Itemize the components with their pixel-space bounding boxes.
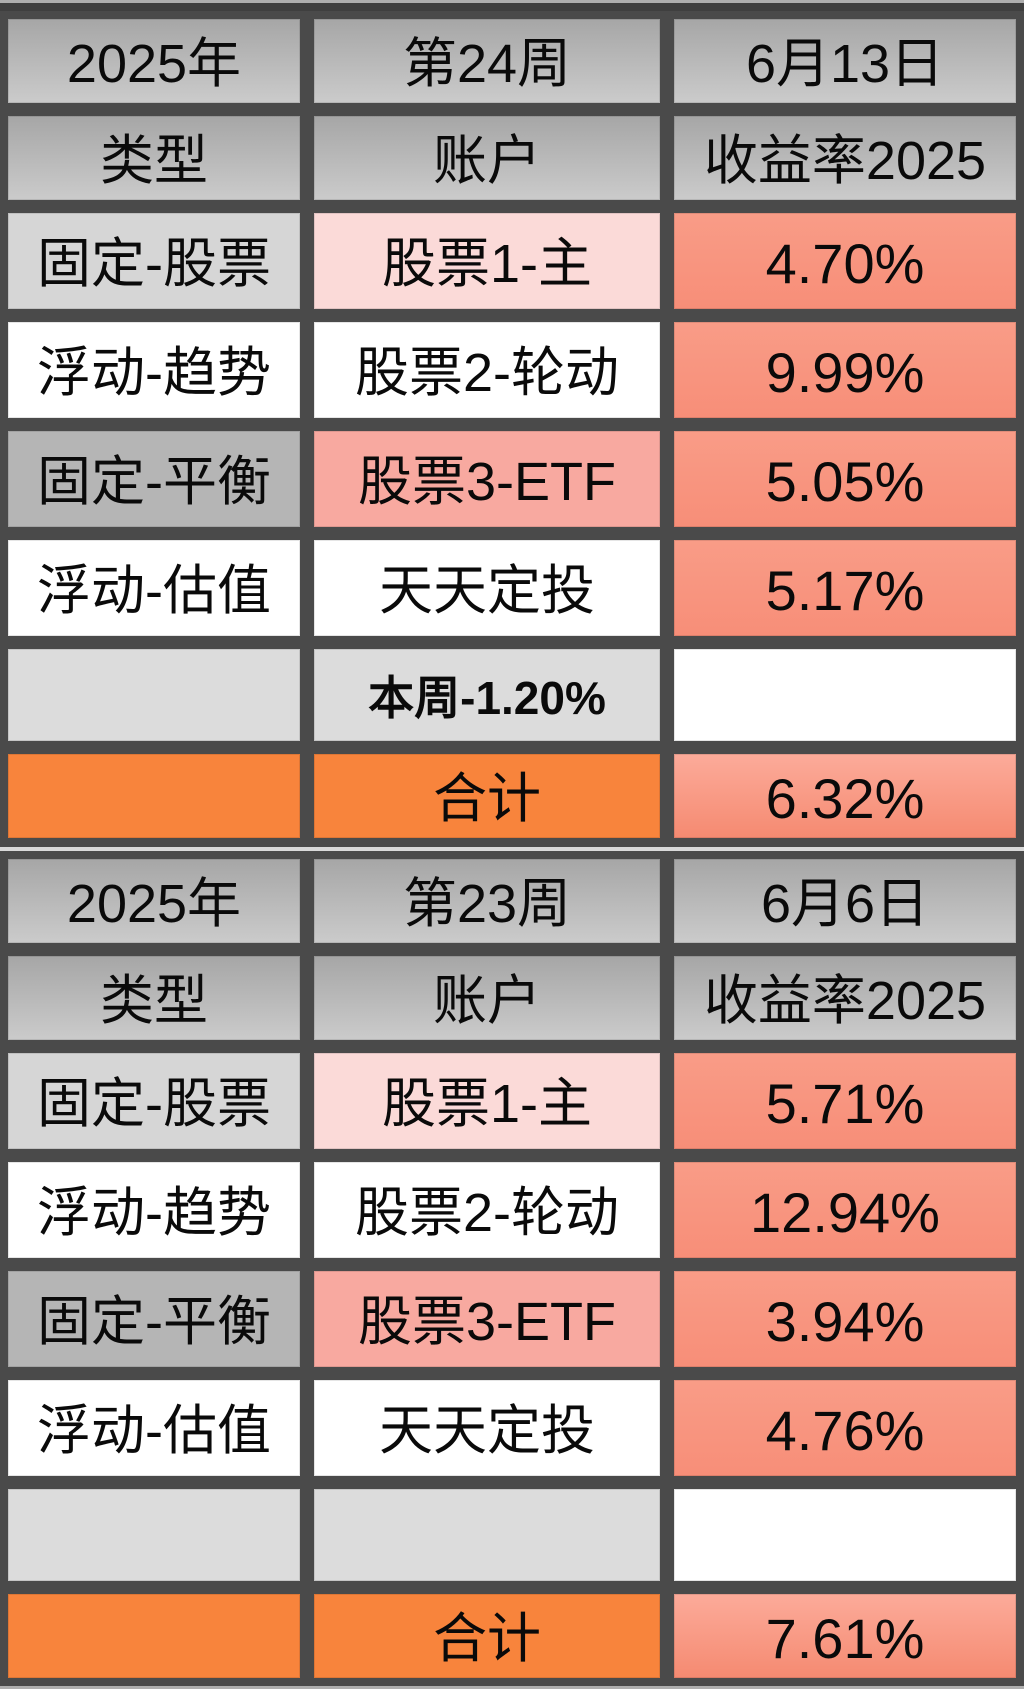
- account-cell: 股票1-主: [314, 1053, 660, 1149]
- account-cell: 天天定投: [314, 540, 660, 636]
- week-cell: 第23周: [314, 859, 660, 943]
- return-cell: 12.94%: [674, 1162, 1016, 1258]
- empty-cell: [8, 649, 300, 741]
- date-cell: 6月6日: [674, 859, 1016, 943]
- total-label-cell: 合计: [314, 754, 660, 838]
- type-cell: 固定-平衡: [8, 431, 300, 527]
- return-cell: 3.94%: [674, 1271, 1016, 1367]
- return-cell: 5.17%: [674, 540, 1016, 636]
- empty-cell: [8, 1489, 300, 1581]
- account-cell: 股票2-轮动: [314, 322, 660, 418]
- type-cell: 浮动-估值: [8, 540, 300, 636]
- account-cell: 天天定投: [314, 1380, 660, 1476]
- return-column-header: 收益率2025: [674, 956, 1016, 1040]
- year-cell: 2025年: [8, 859, 300, 943]
- week-table-current: 2025年 第24周 6月13日 类型 账户 收益率2025 固定-股票 股票1…: [0, 19, 1024, 838]
- return-cell: 5.05%: [674, 431, 1016, 527]
- type-column-header: 类型: [8, 116, 300, 200]
- date-cell: 6月13日: [674, 19, 1016, 103]
- account-cell: 股票3-ETF: [314, 431, 660, 527]
- type-cell: 浮动-估值: [8, 1380, 300, 1476]
- type-cell: 固定-股票: [8, 1053, 300, 1149]
- type-cell: 浮动-趋势: [8, 322, 300, 418]
- bottom-border: [0, 1678, 1024, 1686]
- return-cell: 5.71%: [674, 1053, 1016, 1149]
- type-cell: 浮动-趋势: [8, 1162, 300, 1258]
- return-cell: 4.70%: [674, 213, 1016, 309]
- account-cell: 股票3-ETF: [314, 1271, 660, 1367]
- weekly-change-note: [314, 1489, 660, 1581]
- empty-cell: [674, 649, 1016, 741]
- type-cell: 固定-平衡: [8, 1271, 300, 1367]
- type-column-header: 类型: [8, 956, 300, 1040]
- weekly-change-note: 本周-1.20%: [314, 649, 660, 741]
- account-column-header: 账户: [314, 956, 660, 1040]
- total-value-cell: 7.61%: [674, 1594, 1016, 1678]
- account-column-header: 账户: [314, 116, 660, 200]
- week-cell: 第24周: [314, 19, 660, 103]
- empty-cell: [674, 1489, 1016, 1581]
- type-cell: 固定-股票: [8, 213, 300, 309]
- return-column-header: 收益率2025: [674, 116, 1016, 200]
- top-border: [0, 3, 1024, 11]
- return-cell: 4.76%: [674, 1380, 1016, 1476]
- week-table-previous: 2025年 第23周 6月6日 类型 账户 收益率2025 固定-股票 股票1-…: [0, 859, 1024, 1678]
- top-edge-line: [0, 0, 1024, 3]
- account-cell: 股票1-主: [314, 213, 660, 309]
- account-cell: 股票2-轮动: [314, 1162, 660, 1258]
- total-spacer-cell: [8, 754, 300, 838]
- total-label-cell: 合计: [314, 1594, 660, 1678]
- return-cell: 9.99%: [674, 322, 1016, 418]
- total-spacer-cell: [8, 1594, 300, 1678]
- total-value-cell: 6.32%: [674, 754, 1016, 838]
- table-separator-line: [0, 847, 1024, 851]
- year-cell: 2025年: [8, 19, 300, 103]
